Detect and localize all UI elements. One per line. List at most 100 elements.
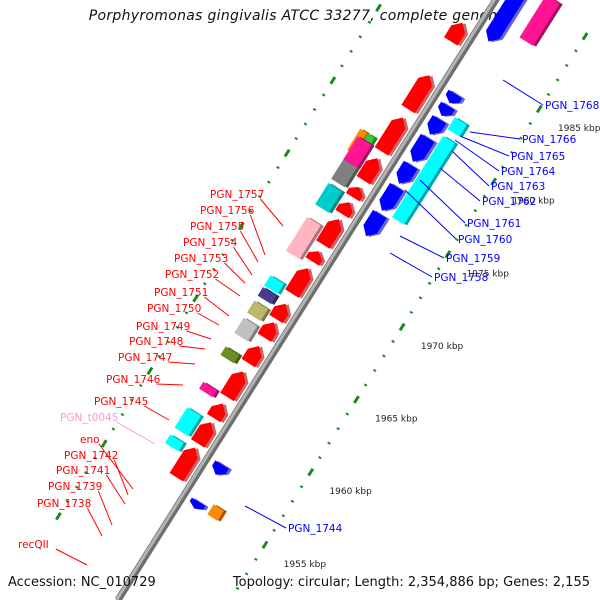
gene-label: PGN_1752 bbox=[165, 269, 219, 281]
tick-mark bbox=[281, 514, 286, 518]
tick-label: 1960 kbp bbox=[329, 487, 372, 497]
tick-mark bbox=[230, 238, 235, 242]
gene-body bbox=[410, 133, 435, 162]
gene-body bbox=[438, 101, 455, 116]
reverse-gene bbox=[485, 0, 536, 43]
tick-mark bbox=[574, 49, 578, 53]
gene-label: PGN_1739 bbox=[48, 481, 102, 493]
tick-mark bbox=[129, 398, 134, 402]
gene-label: PGN_1742 bbox=[64, 450, 118, 462]
leader-line bbox=[232, 246, 253, 276]
forward-gene bbox=[220, 371, 249, 402]
reverse-gene bbox=[427, 115, 450, 136]
leader-line bbox=[197, 312, 220, 326]
gene-body bbox=[445, 89, 463, 104]
gene-label: PGN_1751 bbox=[154, 287, 208, 299]
reverse-gene bbox=[445, 89, 466, 105]
tick-mark bbox=[436, 267, 441, 271]
tick-label: 1980 kbp bbox=[512, 197, 555, 207]
gene-label: PGN_1758 bbox=[434, 272, 488, 284]
gene-label: PGN_t0045 bbox=[60, 412, 118, 424]
gene-label: PGN_1756 bbox=[200, 205, 255, 217]
block-body bbox=[246, 300, 268, 322]
tick-mark bbox=[146, 366, 154, 376]
tick-mark bbox=[363, 383, 368, 387]
leader-line bbox=[260, 198, 284, 227]
forward-gene bbox=[335, 202, 356, 220]
tick-label: 1965 kbp bbox=[375, 415, 418, 425]
gene-label: PGN_1763 bbox=[491, 181, 545, 193]
gene-body bbox=[169, 447, 198, 482]
gene-body bbox=[396, 160, 418, 184]
gene-body bbox=[401, 75, 432, 114]
gene-body bbox=[269, 303, 289, 324]
forward-gene bbox=[257, 322, 280, 343]
tick-mark bbox=[237, 221, 245, 230]
block-body bbox=[264, 275, 284, 294]
tick-mark bbox=[221, 253, 225, 257]
leader-line bbox=[179, 345, 206, 350]
tick-mark bbox=[327, 441, 331, 445]
reverse-gene bbox=[379, 182, 407, 212]
leader-line bbox=[105, 474, 126, 505]
backbone-highlight bbox=[115, 0, 496, 600]
tick-mark bbox=[455, 238, 459, 242]
cog-block bbox=[343, 136, 375, 169]
gene-body bbox=[257, 322, 277, 342]
tick-mark bbox=[321, 93, 326, 97]
tick-mark bbox=[244, 572, 249, 576]
tick-mark bbox=[418, 296, 423, 300]
tick-mark bbox=[367, 20, 372, 24]
leader-line bbox=[399, 235, 445, 259]
leader-line bbox=[224, 262, 246, 284]
gene-body bbox=[206, 403, 226, 423]
tick-mark bbox=[235, 586, 240, 591]
gene-label: PGN_1760 bbox=[458, 234, 512, 246]
gene-label: PGN_1757 bbox=[210, 189, 264, 201]
tick-mark bbox=[138, 383, 143, 388]
gene-label: PGN_1762 bbox=[482, 196, 536, 208]
tick-mark bbox=[409, 310, 414, 315]
tick-mark bbox=[166, 340, 171, 344]
tick-mark bbox=[340, 64, 344, 68]
tick-mark bbox=[312, 107, 317, 112]
reverse-gene bbox=[396, 160, 421, 185]
tick-mark bbox=[111, 427, 116, 431]
gene-body bbox=[363, 209, 387, 237]
tick-mark bbox=[318, 456, 322, 460]
tick-label: 1970 kbp bbox=[421, 342, 464, 352]
cog-block bbox=[315, 183, 346, 214]
gene-label: PGN_1753 bbox=[174, 253, 228, 265]
leader-line bbox=[186, 330, 212, 340]
tick-mark bbox=[184, 311, 189, 315]
gene-label: PGN_1759 bbox=[446, 253, 500, 265]
tick-mark bbox=[510, 150, 514, 155]
gene-body bbox=[335, 202, 353, 219]
gene-body bbox=[443, 22, 465, 46]
cog-block bbox=[220, 346, 243, 365]
gene-label: PGN_1747 bbox=[118, 352, 172, 364]
block-body bbox=[174, 407, 201, 437]
tick-mark bbox=[65, 500, 70, 504]
tick-mark bbox=[581, 32, 589, 41]
gene-label: PGN_1768 bbox=[545, 100, 599, 112]
gene-body bbox=[374, 117, 406, 156]
ruler-ticks: 1955 kbp 1960 kbp 1965 kbp 1970 kbp 1975 kbp… bbox=[55, 3, 600, 591]
cog-block bbox=[519, 0, 563, 47]
cog-block bbox=[207, 504, 227, 522]
gene-label: PGN_1741 bbox=[56, 465, 110, 477]
tick-mark bbox=[358, 35, 363, 39]
tick-mark bbox=[375, 3, 382, 12]
tick-mark bbox=[212, 267, 216, 271]
tick-mark bbox=[55, 512, 62, 521]
block-body bbox=[257, 287, 277, 305]
tick-mark bbox=[254, 557, 258, 561]
leader-line bbox=[389, 252, 433, 278]
tick-mark bbox=[261, 540, 269, 550]
reverse-gene bbox=[212, 460, 232, 476]
tick-mark bbox=[74, 485, 79, 489]
gene-body bbox=[189, 497, 206, 510]
block-body bbox=[220, 346, 240, 364]
cog-block bbox=[199, 381, 220, 398]
gene-label: PGN_1766 bbox=[522, 134, 577, 146]
